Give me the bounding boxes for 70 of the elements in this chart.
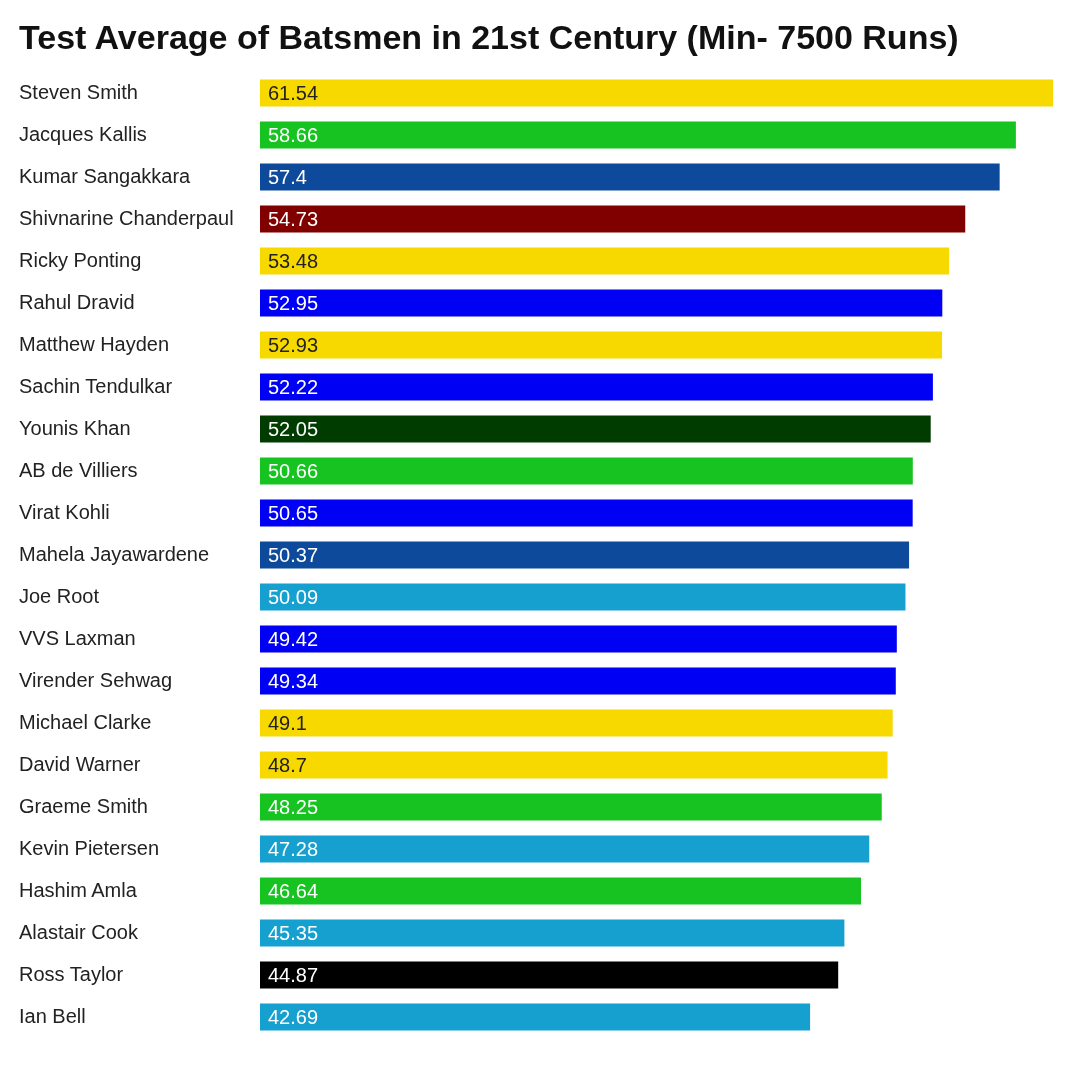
- data-label: 57.4: [268, 166, 307, 189]
- y-tick-label: Hashim Amla: [19, 879, 138, 901]
- data-label: 48.25: [268, 796, 319, 819]
- bar: [260, 877, 861, 905]
- y-tick-label: Shivnarine Chanderpaul: [19, 207, 234, 229]
- bar: [260, 331, 943, 359]
- bar: [260, 793, 882, 821]
- data-label: 42.69: [268, 1006, 319, 1029]
- data-label: 49.1: [268, 712, 307, 735]
- bar: [260, 583, 906, 611]
- data-label: 52.05: [268, 418, 319, 441]
- y-tick-label: Ian Bell: [19, 1005, 86, 1027]
- y-tick-label: Kevin Pietersen: [19, 837, 160, 859]
- bar: [260, 247, 950, 275]
- bar: [260, 289, 943, 317]
- bar: [260, 415, 931, 443]
- data-label: 50.09: [268, 586, 319, 609]
- y-tick-label: David Warner: [19, 753, 141, 775]
- y-tick-label: VVS Laxman: [19, 627, 136, 649]
- y-tick-label: Graeme Smith: [19, 795, 148, 817]
- y-tick-label: AB de Villiers: [19, 459, 138, 481]
- y-tick-label: Jacques Kallis: [19, 123, 147, 145]
- y-tick-label: Michael Clarke: [19, 711, 152, 733]
- bar: [260, 709, 893, 737]
- bar: [260, 121, 1016, 149]
- data-label: 46.64: [268, 880, 319, 903]
- y-tick-label: Steven Smith: [19, 81, 138, 103]
- y-tick-label: Virat Kohli: [19, 501, 110, 523]
- data-label: 52.22: [268, 376, 319, 399]
- y-tick-label: Mahela Jayawardene: [19, 543, 210, 565]
- data-label: 49.34: [268, 670, 319, 693]
- bar: [260, 205, 966, 233]
- data-label: 52.93: [268, 334, 319, 357]
- chart-title: Test Average of Batsmen in 21st Century (Min- 7500 Runs): [18, 17, 960, 58]
- data-label: 47.28: [268, 838, 319, 861]
- bar: [260, 79, 1053, 107]
- y-tick-label: Kumar Sangakkara: [19, 165, 192, 187]
- y-tick-label: Ross Taylor: [19, 963, 124, 985]
- data-label: 50.66: [268, 460, 319, 483]
- data-label: 54.73: [268, 208, 319, 231]
- data-label: 53.48: [268, 250, 319, 273]
- y-tick-label: Virender Sehwag: [19, 669, 173, 691]
- data-label: 61.54: [268, 82, 319, 105]
- bar: [260, 373, 933, 401]
- bar: [260, 835, 870, 863]
- bar: [260, 541, 910, 569]
- bar: [260, 919, 845, 947]
- y-tick-label: Younis Khan: [19, 417, 131, 439]
- bar: [260, 667, 896, 695]
- data-label: 52.95: [268, 292, 319, 315]
- bar: [260, 499, 913, 527]
- data-label: 50.65: [268, 502, 319, 525]
- data-label: 58.66: [268, 124, 319, 147]
- data-label: 50.37: [268, 544, 319, 567]
- bar: [260, 1003, 811, 1031]
- bar: [260, 751, 888, 779]
- y-tick-label: Ricky Ponting: [19, 249, 142, 271]
- data-label: 48.7: [268, 754, 307, 777]
- bar: [260, 961, 839, 989]
- bar: [260, 163, 1000, 191]
- bar: [260, 625, 897, 653]
- y-tick-label: Sachin Tendulkar: [19, 375, 173, 397]
- y-tick-label: Rahul Dravid: [19, 291, 135, 313]
- data-label: 49.42: [268, 628, 319, 651]
- y-tick-label: Alastair Cook: [19, 921, 139, 943]
- y-tick-label: Matthew Hayden: [19, 333, 170, 355]
- data-label: 45.35: [268, 922, 319, 945]
- y-tick-label: Joe Root: [19, 585, 100, 607]
- data-label: 44.87: [268, 964, 319, 987]
- bar: [260, 457, 913, 485]
